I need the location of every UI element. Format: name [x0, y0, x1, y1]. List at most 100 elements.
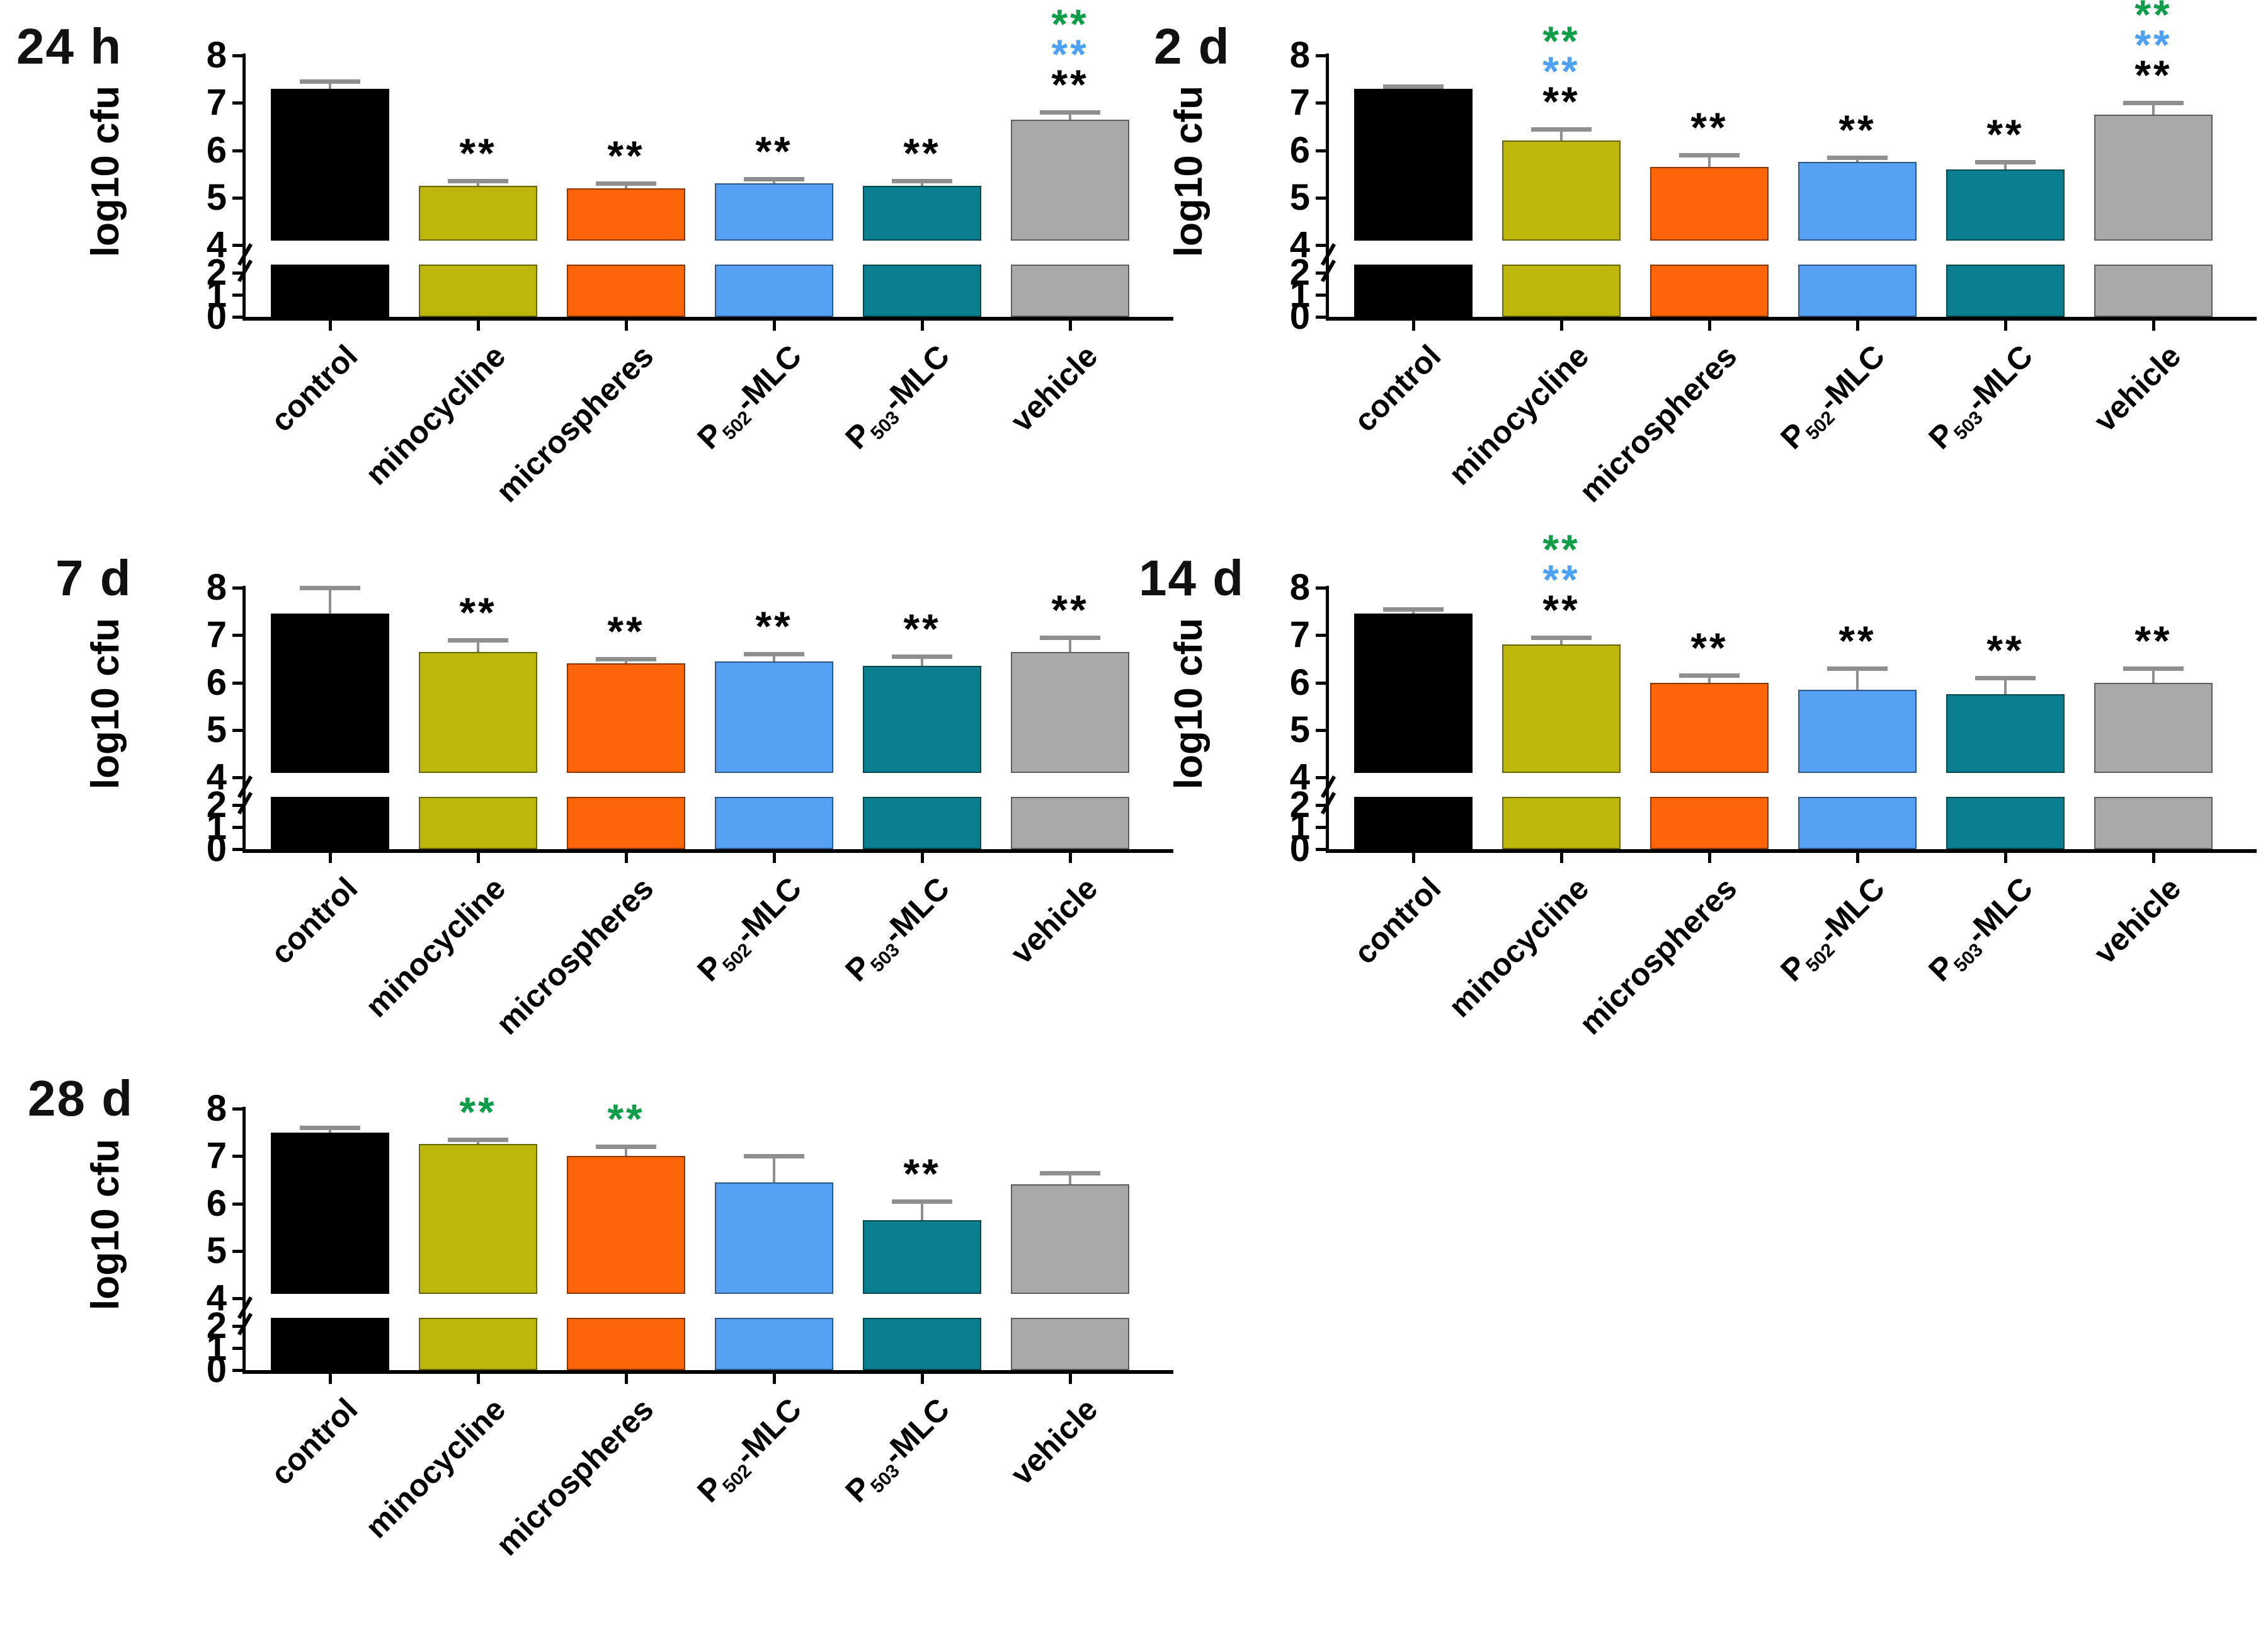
- x-tick: [1560, 853, 1563, 863]
- error-bar-cap: [1040, 1170, 1100, 1175]
- y-tick: [232, 1202, 242, 1206]
- bar: [271, 88, 389, 241]
- y-axis-label: log10 cfu: [84, 617, 127, 790]
- y-tick: [1316, 634, 1326, 637]
- bar-lower-segment: [1798, 265, 1917, 317]
- y-tick-label: 5: [1289, 709, 1310, 750]
- y-tick-label: 7: [206, 614, 227, 656]
- x-axis-line: [1326, 849, 2257, 853]
- y-tick-label: 8: [1289, 35, 1310, 76]
- error-bar-line: [1069, 112, 1071, 122]
- y-tick: [232, 681, 242, 685]
- chart-title-24h: 24 h: [16, 18, 123, 74]
- significance-marker: **: [1542, 17, 1580, 64]
- significance-marker: **: [459, 588, 497, 636]
- y-tick-label: 2: [206, 252, 227, 293]
- bar: [1650, 166, 1769, 241]
- x-tick: [625, 853, 628, 863]
- error-bar-cap: [1827, 155, 1888, 160]
- y-tick: [232, 634, 242, 637]
- error-bar-cap: [300, 586, 360, 590]
- significance-marker: **: [1838, 617, 1876, 664]
- error-bar-line: [329, 81, 331, 91]
- y-tick: [232, 1325, 242, 1328]
- chart-7d: 0 1 2 4 5 6 7 8 log10 cfu control ** minocycline ** m…: [0, 532, 1173, 1099]
- significance-marker: **: [607, 1095, 645, 1143]
- error-bar-cap: [448, 179, 508, 184]
- x-label-subscript: 503: [867, 407, 904, 445]
- bar: [1650, 682, 1769, 773]
- y-tick: [232, 294, 242, 297]
- y-tick-label: 4: [1289, 224, 1310, 265]
- error-bar-line: [1069, 1172, 1071, 1187]
- error-bar-line: [921, 1201, 923, 1223]
- y-tick-label: 4: [206, 1277, 227, 1318]
- significance-marker: **: [1051, 61, 1089, 108]
- bar-lower-segment: [419, 1318, 537, 1370]
- error-bar-line: [477, 181, 479, 188]
- y-tick-label: 0: [206, 828, 227, 869]
- y-tick: [1316, 826, 1326, 829]
- error-bar-cap: [448, 637, 508, 643]
- bar-lower-segment: [1502, 265, 1621, 317]
- x-tick: [329, 321, 332, 331]
- error-bar-cap: [1531, 127, 1592, 132]
- bar: [419, 651, 537, 773]
- bar: [1946, 169, 2065, 241]
- error-bar-line: [1560, 129, 1563, 144]
- y-tick-label: 1: [206, 806, 227, 847]
- y-tick: [232, 848, 242, 851]
- y-axis-label: log10 cfu: [1167, 85, 1211, 258]
- bar: [2094, 682, 2213, 773]
- error-bar-cap: [2123, 101, 2184, 106]
- error-bar-cap: [1975, 675, 2036, 680]
- x-axis-line: [242, 317, 1173, 321]
- x-tick: [625, 321, 628, 331]
- significance-marker: **: [1051, 1, 1089, 48]
- x-tick: [1560, 321, 1563, 331]
- bar: [1502, 140, 1621, 241]
- bar: [715, 183, 833, 241]
- error-bar-cap: [1827, 666, 1888, 671]
- error-bar-cap: [1040, 636, 1100, 640]
- error-bar-cap: [1383, 84, 1444, 89]
- error-bar-line: [1708, 675, 1711, 685]
- y-tick: [232, 149, 242, 152]
- bar-lower-segment: [1011, 797, 1129, 849]
- y-tick-label: 2: [1289, 252, 1310, 293]
- error-bar-line: [1708, 155, 1711, 169]
- y-tick-label: 1: [1289, 274, 1310, 315]
- bar-lower-segment: [567, 265, 685, 317]
- bar-lower-segment: [271, 1318, 389, 1370]
- y-tick: [232, 272, 242, 275]
- y-tick-label: 8: [206, 1088, 227, 1129]
- chart-title-28d: 28 d: [28, 1070, 134, 1126]
- error-bar-cap: [300, 1126, 360, 1131]
- bar-lower-segment: [863, 797, 981, 849]
- significance-marker: **: [1986, 626, 2024, 673]
- error-bar-cap: [892, 179, 952, 184]
- x-tick: [477, 853, 480, 863]
- error-bar-line: [773, 654, 775, 664]
- y-tick: [1316, 681, 1326, 685]
- error-bar-line: [2004, 162, 2007, 172]
- significance-marker: **: [1051, 31, 1089, 78]
- y-axis-label: log10 cfu: [84, 1138, 127, 1311]
- y-tick-label: 4: [1289, 757, 1310, 797]
- y-tick-label: 5: [206, 709, 227, 750]
- error-bar-cap: [744, 652, 804, 657]
- y-tick: [232, 54, 242, 57]
- y-tick-label: 0: [206, 296, 227, 337]
- significance-marker: **: [2134, 52, 2172, 99]
- bar-lower-segment: [1946, 265, 2065, 317]
- x-tick: [2004, 853, 2007, 863]
- error-bar-line: [625, 1146, 627, 1159]
- y-tick: [1316, 196, 1326, 200]
- error-bar-cap: [596, 1145, 656, 1150]
- y-tick-label: 7: [1289, 82, 1310, 123]
- bar: [567, 663, 685, 773]
- y-tick-label: 5: [206, 176, 227, 218]
- bar-lower-segment: [1798, 797, 1917, 849]
- x-tick: [477, 1374, 480, 1384]
